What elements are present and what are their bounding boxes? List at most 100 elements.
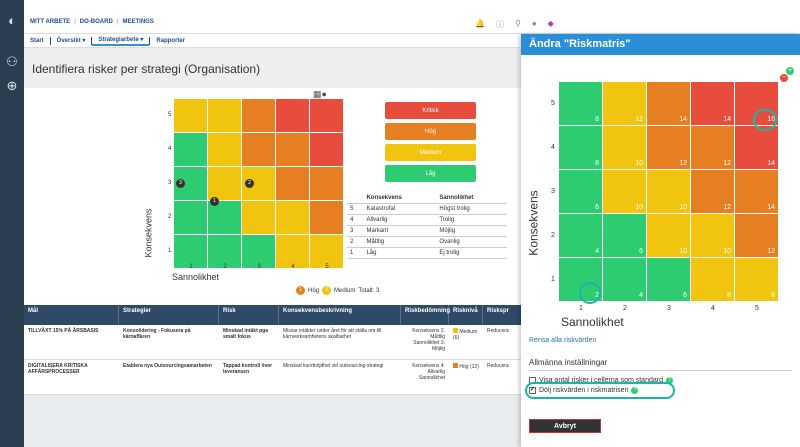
tab-separator <box>49 36 51 45</box>
edit-cell[interactable]: 14 <box>735 170 778 213</box>
tab-rapporter[interactable]: Rapporter <box>156 37 186 44</box>
risk-marker[interactable]: 2 <box>245 179 254 188</box>
matrix-cell[interactable] <box>242 201 275 234</box>
edit-cell[interactable]: 10 <box>647 170 690 213</box>
col-riskniva[interactable]: Risknivå <box>449 305 483 325</box>
matrix-cell[interactable] <box>276 167 309 200</box>
matrix-cell[interactable] <box>208 167 241 200</box>
risk-marker[interactable]: 1 <box>210 197 219 206</box>
edit-cell[interactable]: 4 <box>603 258 646 301</box>
tab-strategiarbete[interactable]: Strategiarbete ▾ <box>92 36 150 46</box>
user-icon[interactable]: ⚲ <box>514 19 521 28</box>
edit-cell[interactable]: 14 <box>735 126 778 169</box>
edit-cell[interactable]: 12 <box>691 170 734 213</box>
risk-table-header: Mål Strategier Risk Konsekvensbeskrivnin… <box>24 305 521 325</box>
matrix-cell[interactable] <box>208 133 241 166</box>
x-tick: 3 <box>257 264 261 270</box>
matrix-cell[interactable] <box>174 99 207 132</box>
matrix-cell[interactable] <box>208 99 241 132</box>
remove-icon[interactable]: − <box>780 74 788 82</box>
matrix-cell[interactable] <box>310 201 343 234</box>
edit-cell[interactable]: 14 <box>691 82 734 125</box>
matrix-cell[interactable] <box>242 235 275 268</box>
matrix-cell[interactable] <box>276 99 309 132</box>
matrix-cell[interactable] <box>208 235 241 268</box>
matrix-cell[interactable] <box>310 235 343 268</box>
edit-cell[interactable]: 4 <box>559 214 602 257</box>
matrix-cell[interactable]: 3 <box>174 167 207 200</box>
edit-cell[interactable]: 10 <box>691 214 734 257</box>
edit-cell[interactable]: 10 <box>603 170 646 213</box>
nav-mitt-arbete[interactable]: MITT ARBETE <box>30 19 71 25</box>
nav-do-board[interactable]: DO-BOARD <box>79 19 113 25</box>
edit-cell[interactable]: 6 <box>559 170 602 213</box>
logo-icon[interactable]: ◐ <box>8 12 16 28</box>
edit-cell[interactable]: 12 <box>603 82 646 125</box>
legend-lag: Låg <box>385 165 476 182</box>
notification-icon[interactable]: ◆ <box>547 19 554 28</box>
matrix-cell[interactable] <box>242 133 275 166</box>
edit-cell[interactable]: 8 <box>735 258 778 301</box>
risk-marker[interactable]: 3 <box>176 179 185 188</box>
col-konsekvensbeskrivning[interactable]: Konsekvensbeskrivning <box>279 305 401 325</box>
org-icon[interactable]: ⚇ <box>6 54 18 69</box>
matrix-cell[interactable]: 2 <box>242 167 275 200</box>
edit-cell[interactable]: 8 <box>691 258 734 301</box>
nav-meetings[interactable]: MEETINGS <box>122 19 154 25</box>
key-konsekvens: Katastrofal <box>363 203 437 215</box>
y-axis-title: Konsekvens <box>143 208 154 258</box>
matrix-cell[interactable] <box>174 201 207 234</box>
hog-count-badge: 1 <box>296 286 305 295</box>
avatar[interactable]: ● <box>531 19 537 28</box>
matrix-cell[interactable] <box>276 235 309 268</box>
edit-cell[interactable]: 8 <box>559 82 602 125</box>
drawer-title: Ändra "Riskmatris" <box>521 34 800 55</box>
matrix-cell[interactable] <box>310 133 343 166</box>
x-tick: 1 <box>579 305 583 312</box>
bell-icon[interactable]: 🔔 <box>475 19 485 28</box>
help-icon[interactable]: ? <box>631 387 639 394</box>
highlight-ring <box>579 282 601 304</box>
info-icon[interactable]: ⓘ <box>495 20 504 29</box>
table-row[interactable]: TILLVÄXT 15% PÅ ÅRSBASIS Konsolidering -… <box>24 325 521 360</box>
y-tick: 3 <box>168 180 172 186</box>
matrix-cell[interactable] <box>276 133 309 166</box>
add-icon[interactable]: ⊕ <box>6 78 18 93</box>
edit-cell[interactable]: 6 <box>603 214 646 257</box>
risk-table-body: TILLVÄXT 15% PÅ ÅRSBASIS Konsolidering -… <box>24 325 521 395</box>
edit-cell[interactable]: 14 <box>647 82 690 125</box>
edit-cell[interactable]: 10 <box>647 214 690 257</box>
matrix-cell[interactable] <box>310 167 343 200</box>
col-mal[interactable]: Mål <box>24 305 119 325</box>
nav-separator: | <box>74 19 76 25</box>
matrix-cell[interactable] <box>242 99 275 132</box>
help-icon[interactable]: ? <box>665 377 673 384</box>
tab-oversikt[interactable]: Översikt ▾ <box>56 38 86 44</box>
edit-cell[interactable]: 12 <box>647 126 690 169</box>
medium-count-badge: 2 <box>322 286 332 295</box>
key-sannolikhet: Trolig <box>436 214 507 226</box>
matrix-cell[interactable] <box>174 133 207 166</box>
edit-cell[interactable]: 6 <box>647 258 690 301</box>
x-tick: 5 <box>325 264 329 270</box>
clear-values-link[interactable]: Rensa alla riskvärden <box>529 337 597 344</box>
matrix-cell[interactable] <box>310 99 343 132</box>
matrix-cell[interactable] <box>174 235 207 268</box>
col-risk[interactable]: Risk <box>219 305 279 325</box>
hog-label: Hög <box>308 287 320 294</box>
matrix-cell[interactable] <box>276 201 309 234</box>
edit-cell[interactable]: 12 <box>735 214 778 257</box>
tab-separator <box>149 36 151 45</box>
cancel-button[interactable]: Avbryt <box>529 419 601 433</box>
col-riskbedomning[interactable]: Riskbedömning <box>401 305 450 325</box>
edit-cell[interactable]: 10 <box>603 126 646 169</box>
edit-cell[interactable]: 8 <box>559 126 602 169</box>
tab-start[interactable]: Start <box>30 37 44 44</box>
col-strategier[interactable]: Strategier <box>119 305 219 325</box>
table-row[interactable]: DIGITALISERA KRITISKA AFFÄRSPROCESSER Et… <box>24 360 521 395</box>
col-riskspr[interactable]: Riskspr <box>487 308 510 314</box>
add-icon[interactable]: + <box>786 67 794 75</box>
edit-cell[interactable]: 12 <box>691 126 734 169</box>
matrix-cell[interactable]: 1 <box>208 197 241 234</box>
grid-view-icon[interactable]: ▦● <box>313 89 327 99</box>
